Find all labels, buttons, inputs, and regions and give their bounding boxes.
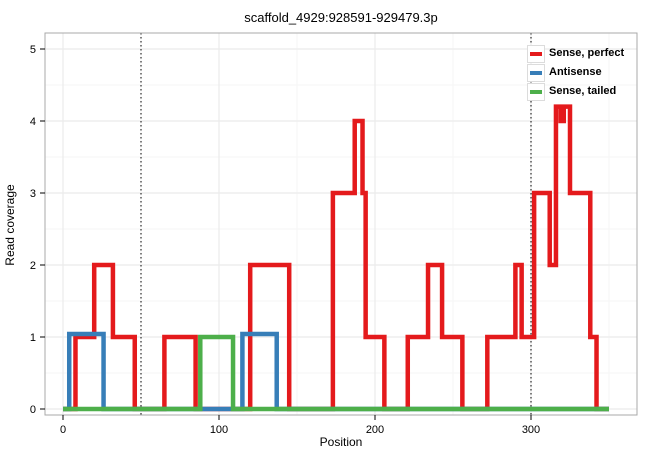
x-tick-label: 300 — [522, 424, 540, 436]
y-tick-label: 0 — [30, 404, 36, 416]
series-sense-perfect — [63, 104, 609, 412]
panel-border — [44, 32, 638, 416]
legend-key-icon — [527, 44, 545, 63]
legend-entry: Sense, tailed — [527, 82, 624, 101]
legend-swatch — [530, 51, 542, 56]
series-sense-tailed — [63, 334, 609, 412]
legend-swatch — [530, 89, 542, 94]
y-tick-label: 3 — [30, 188, 36, 200]
x-axis-label: Position — [319, 435, 363, 449]
x-tick-label: 200 — [366, 424, 384, 436]
y-tick-label: 5 — [30, 44, 36, 56]
y-tick-label: 1 — [30, 332, 36, 344]
y-axis-label: Read coverage — [3, 184, 17, 266]
legend-entry: Antisense — [527, 63, 624, 82]
legend-label: Sense, perfect — [549, 47, 625, 59]
x-tick-label: 100 — [210, 424, 228, 436]
chart-title: scaffold_4929:928591-929479.3p — [244, 10, 438, 25]
y-tick-label: 2 — [30, 260, 36, 272]
legend-label: Sense, tailed — [549, 85, 617, 97]
legend: Sense, perfect Antisense Sense, tailed — [527, 44, 624, 101]
legend-swatch — [530, 70, 542, 75]
legend-key-icon — [527, 82, 545, 101]
legend-key-icon — [527, 63, 545, 82]
legend-label: Antisense — [549, 66, 602, 78]
x-tick-label: 0 — [60, 424, 66, 436]
legend-entry: Sense, perfect — [527, 44, 624, 63]
y-tick-label: 4 — [30, 116, 36, 128]
